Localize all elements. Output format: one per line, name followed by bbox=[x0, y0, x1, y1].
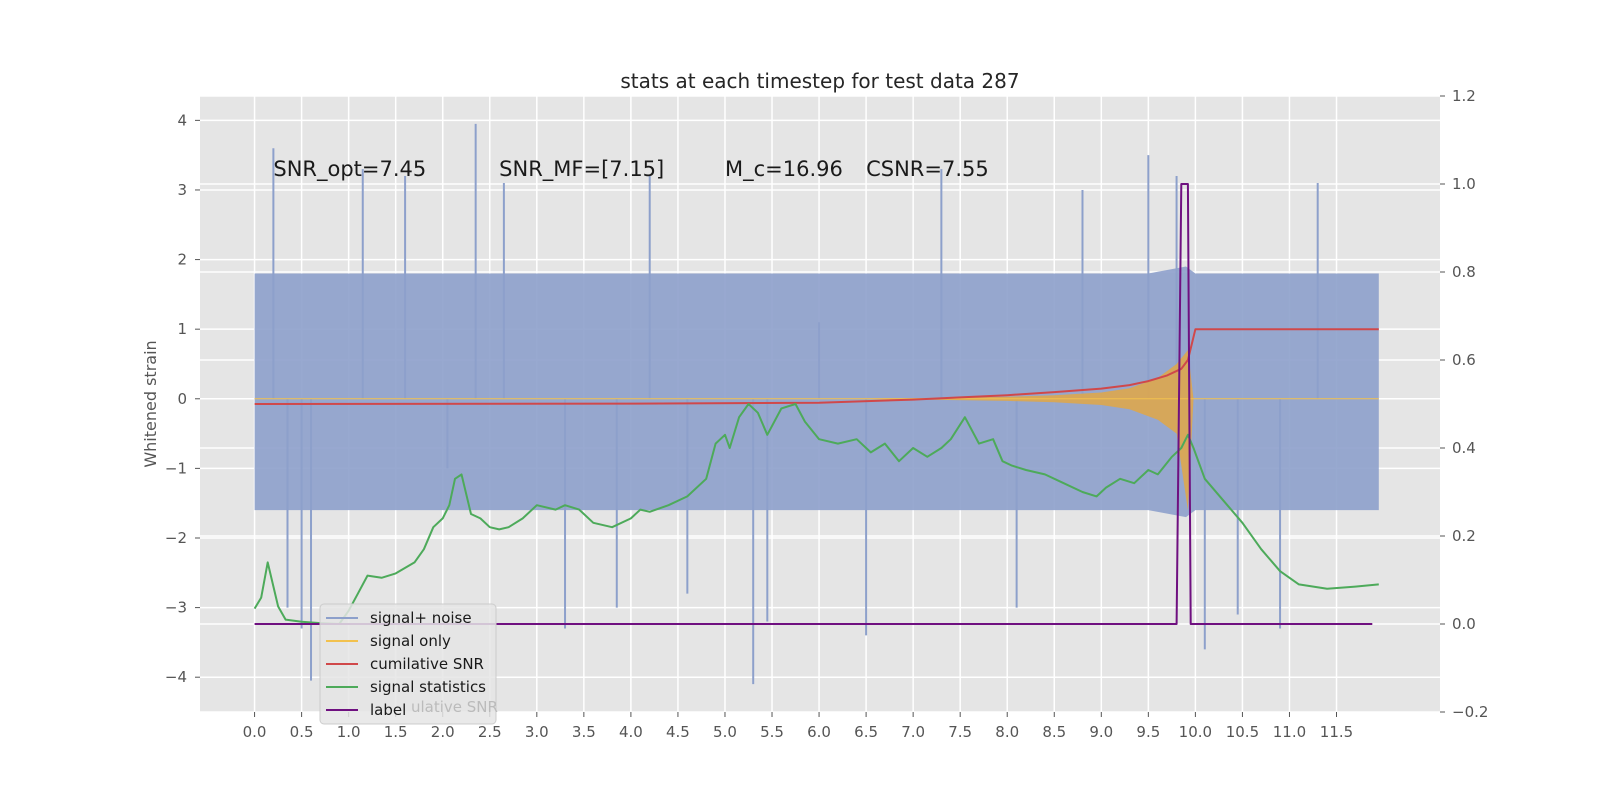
y2-tick-label: 1.0 bbox=[1452, 175, 1476, 193]
y-tick-label: 2 bbox=[177, 251, 187, 269]
x-tick-label: 4.0 bbox=[619, 723, 643, 741]
chart-title: stats at each timestep for test data 287 bbox=[620, 69, 1019, 93]
signal-only-series bbox=[254, 350, 1379, 511]
y2-tick-label: −0.2 bbox=[1452, 703, 1488, 721]
legend-label: label bbox=[370, 701, 406, 719]
y-tick-label: −4 bbox=[165, 668, 187, 686]
x-tick-label: 8.5 bbox=[1042, 723, 1066, 741]
right-axis-series bbox=[253, 183, 1379, 625]
annotations: SNR_opt=7.45 SNR_MF=[7.15] M_c=16.96 CSNR=7… bbox=[273, 157, 988, 182]
legend-label: signal only bbox=[370, 632, 451, 650]
signal-noise-series bbox=[254, 123, 1379, 685]
x-tick-label: 7.5 bbox=[948, 723, 972, 741]
noise-band bbox=[254, 266, 1379, 518]
y-tick-label: −2 bbox=[165, 529, 187, 547]
y-tick-label: 4 bbox=[177, 111, 187, 129]
x-axis: 0.0 0.5 1.0 1.5 2.0 2.5 3.0 3.5 4.0 4.5 5.0 5.5 6.0 6… bbox=[243, 712, 1353, 741]
legend-label: signal statistics bbox=[370, 678, 486, 696]
x-tick-label: 4.5 bbox=[666, 723, 690, 741]
y2-tick-label: 0.8 bbox=[1452, 263, 1476, 281]
annotation-label: SNR_MF=[7.15] bbox=[499, 157, 664, 182]
x-tick-label: 10.0 bbox=[1179, 723, 1212, 741]
legend-label: signal+ noise bbox=[370, 609, 472, 627]
y-tick-label: 0 bbox=[177, 390, 187, 408]
x-tick-label: 2.0 bbox=[431, 723, 455, 741]
x-tick-label: 9.5 bbox=[1136, 723, 1160, 741]
y-axis-label: Whitened strain bbox=[141, 340, 160, 467]
x-tick-label: 5.5 bbox=[760, 723, 784, 741]
signal-statistics-line bbox=[253, 403, 1379, 625]
x-tick-label: 11.0 bbox=[1273, 723, 1306, 741]
x-tick-label: 6.5 bbox=[854, 723, 878, 741]
y2-tick-label: 0.4 bbox=[1452, 439, 1476, 457]
annotation-label: M_c=16.96 bbox=[725, 157, 843, 182]
y-tick-label: 3 bbox=[177, 181, 187, 199]
x-tick-label: 3.5 bbox=[572, 723, 596, 741]
x-tick-label: 1.5 bbox=[384, 723, 408, 741]
legend: ulative SNR signal+ noise signal only cumil… bbox=[319, 603, 498, 725]
y2-tick-label: 0.0 bbox=[1452, 615, 1476, 633]
annotation-label: SNR_opt=7.45 bbox=[273, 157, 426, 182]
y-axis: −4 −3 −2 −1 0 1 2 3 4 bbox=[165, 111, 200, 686]
y2-axis: −0.2 0.0 0.2 0.4 0.6 0.8 1.0 1.2 bbox=[1440, 87, 1488, 721]
x-tick-label: 0.5 bbox=[290, 723, 314, 741]
annotation-label: CSNR=7.55 bbox=[866, 157, 989, 181]
x-tick-label: 6.0 bbox=[807, 723, 831, 741]
x-tick-label: 7.0 bbox=[901, 723, 925, 741]
y2-tick-label: 0.6 bbox=[1452, 351, 1476, 369]
x-tick-label: 11.5 bbox=[1320, 723, 1353, 741]
x-tick-label: 3.0 bbox=[525, 723, 549, 741]
legend-label: cumilative SNR bbox=[370, 655, 484, 673]
legend-ghost-text: ulative SNR bbox=[411, 698, 498, 716]
x-tick-label: 10.5 bbox=[1226, 723, 1259, 741]
x-tick-label: 1.0 bbox=[337, 723, 361, 741]
x-tick-label: 5.0 bbox=[713, 723, 737, 741]
x-tick-label: 0.0 bbox=[243, 723, 267, 741]
x-tick-label: 8.0 bbox=[995, 723, 1019, 741]
y-tick-label: 1 bbox=[177, 320, 187, 338]
x-tick-label: 9.0 bbox=[1089, 723, 1113, 741]
cumulative-snr-line bbox=[254, 328, 1379, 405]
y-tick-label: −3 bbox=[165, 599, 187, 617]
legend-box bbox=[319, 603, 497, 725]
label-line bbox=[254, 183, 1373, 625]
x-tick-label: 2.5 bbox=[478, 723, 502, 741]
y2-tick-label: 0.2 bbox=[1452, 527, 1476, 545]
y-tick-label: −1 bbox=[165, 459, 187, 477]
y2-tick-label: 1.2 bbox=[1452, 87, 1476, 105]
